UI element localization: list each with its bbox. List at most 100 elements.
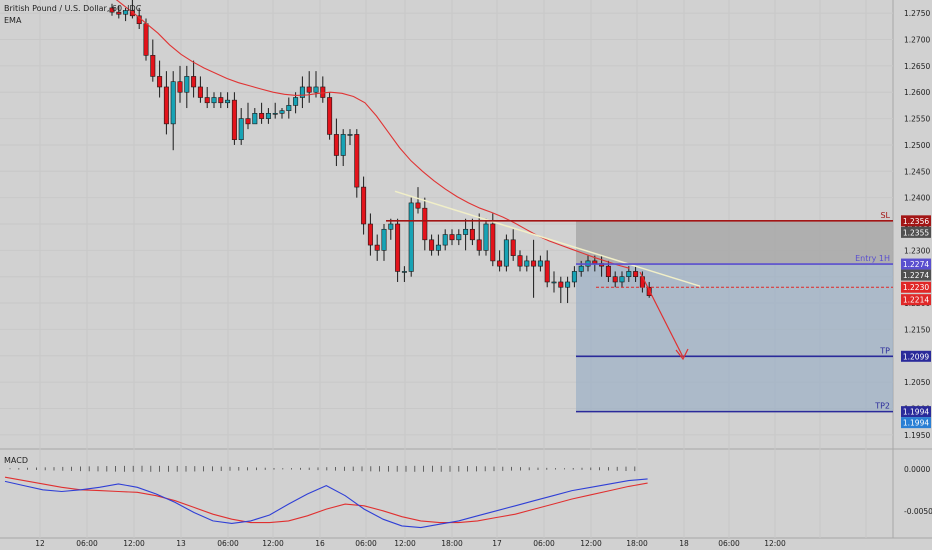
candle[interactable] bbox=[218, 97, 224, 104]
candle[interactable] bbox=[170, 81, 176, 125]
candle[interactable] bbox=[354, 134, 360, 188]
candle[interactable] bbox=[626, 271, 632, 278]
macd-signal-line[interactable] bbox=[4, 476, 648, 524]
candle[interactable] bbox=[531, 260, 537, 267]
candle[interactable] bbox=[463, 228, 469, 235]
candle[interactable] bbox=[633, 271, 639, 278]
candle[interactable] bbox=[578, 265, 584, 272]
candle[interactable] bbox=[238, 118, 244, 140]
time-axis[interactable]: 12 06:00 12:00 13 06:00 12:00 16 06:00 12:00 18:0… bbox=[35, 539, 786, 548]
candle[interactable] bbox=[551, 281, 557, 284]
candle[interactable] bbox=[177, 81, 183, 93]
candle[interactable] bbox=[347, 134, 353, 136]
candle[interactable] bbox=[571, 271, 577, 283]
candle[interactable] bbox=[204, 97, 210, 104]
ema-legend: EMA bbox=[4, 16, 22, 25]
candle[interactable] bbox=[116, 11, 122, 15]
candle[interactable] bbox=[157, 76, 163, 88]
candle[interactable] bbox=[592, 260, 598, 264]
macd-tick-label: 0.0000 bbox=[904, 465, 930, 474]
candle[interactable] bbox=[639, 276, 645, 288]
candle[interactable] bbox=[191, 76, 197, 88]
candle[interactable] bbox=[143, 23, 149, 56]
candle[interactable] bbox=[449, 234, 455, 241]
candle[interactable] bbox=[490, 223, 496, 262]
candle[interactable] bbox=[381, 228, 387, 251]
candle[interactable] bbox=[259, 113, 265, 119]
macd-line[interactable] bbox=[4, 478, 648, 529]
candle[interactable] bbox=[476, 239, 482, 251]
price-badge-text: 1.2230 bbox=[903, 283, 929, 292]
candle[interactable] bbox=[340, 134, 346, 156]
candle[interactable] bbox=[252, 113, 258, 125]
candle[interactable] bbox=[544, 260, 550, 283]
candle[interactable] bbox=[163, 86, 169, 125]
candle[interactable] bbox=[313, 86, 319, 93]
candle[interactable] bbox=[211, 97, 217, 104]
candle[interactable] bbox=[293, 97, 299, 106]
candle[interactable] bbox=[537, 260, 543, 267]
candle[interactable] bbox=[361, 186, 367, 225]
candle[interactable] bbox=[306, 86, 312, 93]
candle[interactable] bbox=[422, 207, 428, 241]
price-tick-label: 1.1950 bbox=[904, 431, 930, 440]
candle[interactable] bbox=[619, 276, 625, 283]
candle[interactable] bbox=[333, 134, 339, 156]
candle[interactable] bbox=[510, 239, 516, 256]
candle[interactable] bbox=[299, 86, 305, 98]
candle[interactable] bbox=[483, 223, 489, 251]
candle[interactable] bbox=[517, 255, 523, 267]
candle[interactable] bbox=[245, 118, 251, 125]
projection-arrow[interactable] bbox=[639, 271, 689, 361]
candle[interactable] bbox=[150, 55, 156, 77]
candle[interactable] bbox=[129, 10, 135, 17]
price-badge-text: 1.2274 bbox=[903, 271, 929, 280]
candle[interactable] bbox=[286, 105, 292, 111]
candle[interactable] bbox=[605, 265, 611, 278]
candle[interactable] bbox=[401, 271, 407, 273]
candle[interactable] bbox=[456, 234, 462, 241]
candle[interactable] bbox=[497, 260, 503, 267]
trend-line[interactable] bbox=[394, 190, 701, 287]
ema-line[interactable] bbox=[112, 0, 630, 269]
time-tick-label: 12:00 bbox=[580, 539, 602, 548]
reward-zone[interactable] bbox=[576, 264, 893, 412]
candle[interactable] bbox=[225, 99, 231, 104]
candle[interactable] bbox=[123, 10, 129, 15]
candle[interactable] bbox=[435, 244, 441, 251]
candle[interactable] bbox=[408, 202, 414, 272]
price-tick-label: 1.2150 bbox=[904, 325, 930, 334]
time-tick-label: 06:00 bbox=[533, 539, 555, 548]
candle[interactable] bbox=[184, 76, 190, 93]
candle[interactable] bbox=[442, 234, 448, 246]
time-tick-label: 06:00 bbox=[76, 539, 98, 548]
candle[interactable] bbox=[565, 281, 571, 288]
time-tick-label: 12:00 bbox=[262, 539, 284, 548]
price-badge bbox=[901, 226, 931, 238]
candle[interactable] bbox=[265, 113, 271, 119]
candle[interactable] bbox=[524, 260, 530, 267]
candle[interactable] bbox=[109, 7, 115, 13]
candle[interactable] bbox=[388, 223, 394, 230]
candle[interactable] bbox=[272, 113, 278, 115]
candle[interactable] bbox=[327, 97, 333, 135]
candle[interactable] bbox=[469, 228, 475, 241]
price-tick-label: 1.2450 bbox=[904, 167, 930, 176]
sl-label: SL bbox=[880, 211, 890, 220]
candle[interactable] bbox=[279, 110, 285, 114]
candle[interactable] bbox=[320, 86, 326, 98]
price-tick-label: 1.2750 bbox=[904, 9, 930, 18]
candle[interactable] bbox=[367, 223, 373, 246]
candle[interactable] bbox=[429, 239, 435, 251]
candle[interactable] bbox=[612, 276, 618, 283]
candle[interactable] bbox=[395, 223, 401, 272]
candle[interactable] bbox=[197, 86, 203, 98]
candle[interactable] bbox=[231, 99, 237, 140]
candle[interactable] bbox=[558, 281, 564, 288]
candle[interactable] bbox=[374, 244, 380, 251]
entry-price-badge-text: 1.2274 bbox=[903, 260, 929, 269]
risk-zone[interactable] bbox=[576, 220, 893, 265]
candle[interactable] bbox=[415, 202, 421, 209]
candle[interactable] bbox=[503, 239, 509, 267]
